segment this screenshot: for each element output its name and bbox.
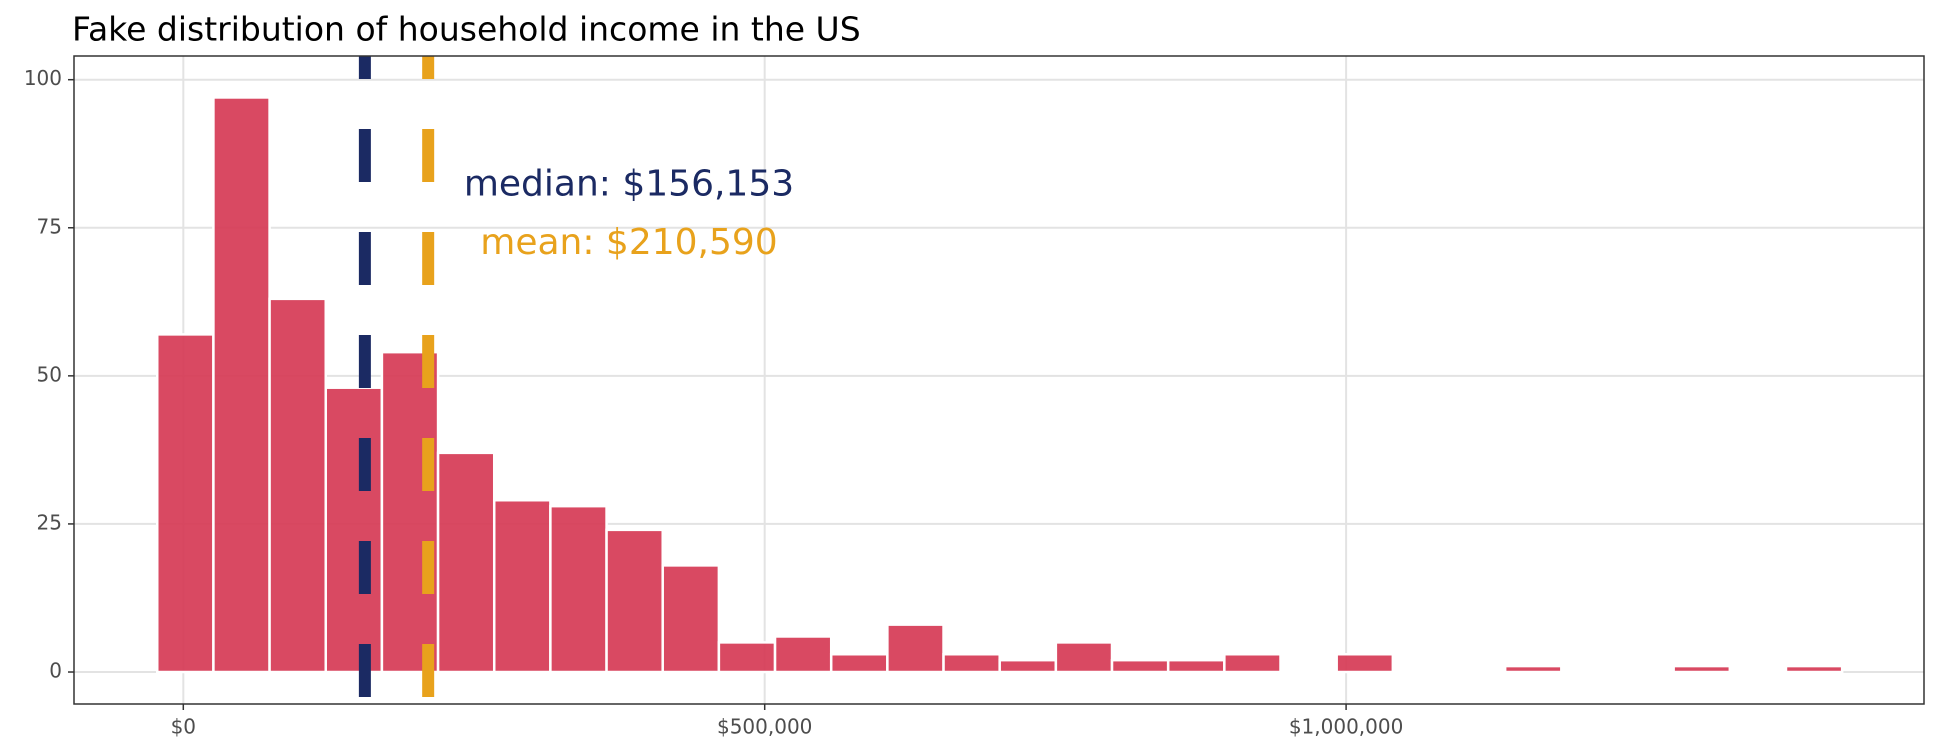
y-tick-label: 75: [37, 214, 62, 238]
bar: [717, 641, 777, 674]
bar: [549, 504, 608, 674]
bar: [1054, 641, 1114, 674]
y-tick-label: 0: [49, 659, 62, 683]
chart-title: Fake distribution of household income in…: [72, 10, 861, 49]
bar: [324, 386, 384, 674]
bar: [1110, 658, 1170, 674]
y-tick-label: 50: [37, 362, 62, 386]
bar: [212, 96, 271, 674]
x-tick-label: $0: [171, 715, 196, 739]
bar: [156, 333, 215, 674]
annotation: mean: $210,590: [480, 222, 777, 263]
bar: [886, 623, 945, 674]
bar: [380, 350, 440, 674]
bar: [829, 652, 889, 674]
bar: [1503, 664, 1563, 674]
bar: [1223, 652, 1282, 674]
bar: [773, 635, 833, 674]
bar: [1166, 658, 1226, 674]
y-tick-label: 100: [24, 66, 62, 90]
x-tick-label: $500,000: [717, 715, 812, 739]
bar: [998, 658, 1058, 674]
panel-border: [73, 55, 1925, 705]
y-tick-label: 25: [37, 510, 62, 534]
bar: [492, 498, 552, 674]
bar: [605, 528, 664, 674]
bar: [436, 451, 496, 674]
x-tick-label: $1,000,000: [1289, 715, 1404, 739]
bar: [942, 652, 1001, 674]
bar: [661, 564, 721, 674]
bar: [1784, 664, 1844, 674]
bar: [1672, 664, 1732, 674]
bar: [268, 297, 327, 674]
annotation: median: $156,153: [464, 164, 794, 205]
bar: [1335, 652, 1395, 674]
